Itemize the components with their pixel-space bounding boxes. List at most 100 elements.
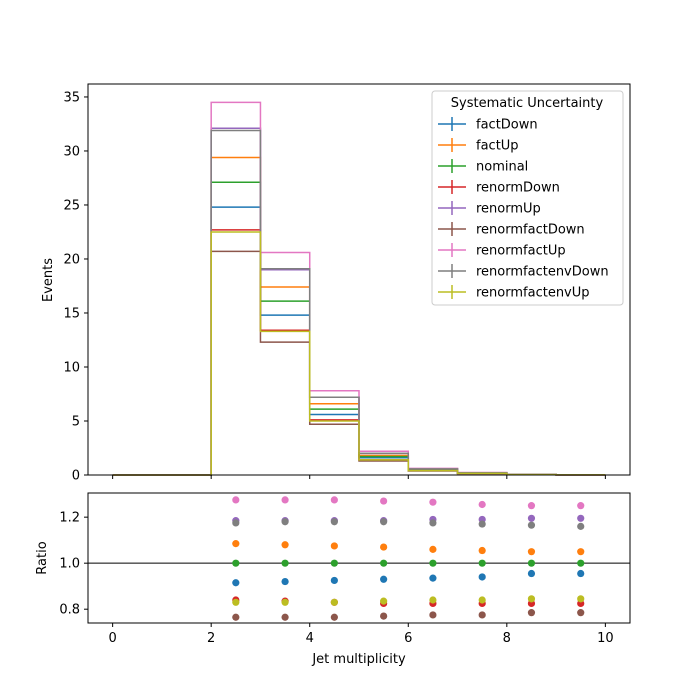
ratio-point-renormfactUp (429, 498, 437, 506)
legend-entry-renormfactenvUp: renormfactenvUp (438, 285, 590, 301)
ratio-point-factUp (429, 545, 437, 553)
ratio-point-renormfactUp (281, 496, 289, 504)
ratio-x-tick-label: 6 (404, 631, 412, 646)
legend-entry-renormfactenvDown: renormfactenvDown (438, 264, 609, 280)
legend-entry-nominal: nominal (438, 159, 528, 175)
ratio-point-factUp (577, 548, 585, 556)
ratio-point-factUp (281, 541, 289, 549)
legend-label: renormUp (476, 202, 541, 217)
ratio-y-ticks: 0.8 1.0 1.2 (59, 511, 88, 618)
ratio-point-renormfactenvUp (527, 595, 536, 603)
ratio-point-nominal (429, 559, 437, 567)
histogram-y-axis-label: Events (41, 258, 56, 302)
ratio-x-tick-label: 2 (207, 631, 215, 646)
ratio-point-renormfactenvDown (577, 522, 585, 530)
ratio-point-factUp (232, 540, 240, 548)
histogram-y-tick-label: 15 (63, 306, 80, 321)
histogram-y-tick-label: 0 (72, 469, 80, 484)
ratio-point-factDown (330, 576, 338, 585)
legend-label: renormfactUp (476, 244, 566, 259)
ratio-point-renormfactenvDown (527, 521, 536, 529)
legend-label: renormfactDown (476, 223, 585, 238)
ratio-y-tick-label: 1.2 (59, 511, 80, 526)
ratio-point-factUp (330, 542, 338, 550)
ratio-point-renormfactDown (577, 609, 585, 617)
ratio-point-renormfactenvDown (330, 518, 338, 526)
ratio-point-nominal (232, 559, 240, 567)
legend-label: renormfactenvUp (476, 286, 590, 301)
ratio-point-renormfactDown (429, 611, 437, 619)
ratio-point-renormfactenvDown (232, 519, 240, 527)
ratio-point-renormfactUp (577, 502, 585, 510)
legend-entry-renormUp: renormUp (438, 201, 541, 217)
ratio-point-factDown (429, 574, 437, 582)
ratio-point-renormUp (577, 514, 585, 522)
ratio-x-tick-label: 8 (503, 631, 511, 646)
ratio-point-renormfactDown (380, 612, 388, 620)
ratio-point-nominal (478, 559, 486, 567)
ratio-point-nominal (380, 559, 388, 567)
histogram-y-tick-label: 5 (72, 414, 80, 429)
ratio-point-factDown (380, 575, 388, 583)
ratio-point-renormfactenvUp (281, 598, 289, 606)
ratio-point-renormfactUp (232, 496, 240, 504)
ratio-panel: 0 2 4 6 8 10 0.8 1.0 1.2 Ratio Jet multiplicity (35, 492, 631, 667)
histogram-y-tick-label: 30 (63, 144, 80, 159)
ratio-point-factUp (527, 548, 536, 556)
ratio-point-nominal (330, 559, 338, 567)
legend-label: nominal (476, 160, 528, 175)
histogram-x-ticks (112, 475, 606, 479)
ratio-y-axis-label: Ratio (35, 541, 50, 574)
ratio-point-renormfactenvUp (330, 598, 338, 606)
ratio-point-factDown (281, 577, 289, 586)
legend-title: Systematic Uncertainty (451, 96, 604, 111)
ratio-point-renormfactUp (330, 496, 338, 504)
ratio-x-tick-label: 4 (306, 631, 314, 646)
legend-label: renormDown (476, 181, 560, 196)
histogram-y-tick-label: 10 (63, 360, 80, 375)
ratio-point-renormfactDown (527, 609, 536, 617)
ratio-point-factDown (232, 579, 240, 587)
legend-entry-factDown: factDown (438, 117, 538, 133)
ratio-point-renormfactenvUp (429, 596, 437, 604)
legend-entry-renormfactUp: renormfactUp (438, 243, 566, 259)
ratio-point-renormfactUp (380, 497, 388, 505)
histogram-y-tick-label: 35 (63, 90, 80, 105)
legend-entry-renormDown: renormDown (438, 180, 560, 196)
legend: Systematic Uncertainty factDown factUp nom… (431, 90, 624, 306)
ratio-point-renormUp (527, 514, 536, 522)
ratio-point-nominal (577, 559, 585, 567)
ratio-point-renormfactenvDown (478, 520, 486, 528)
histogram-y-tick-label: 25 (63, 198, 80, 213)
legend-entry-factUp: factUp (438, 138, 519, 154)
legend-entry-renormfactDown: renormfactDown (438, 222, 585, 238)
ratio-point-renormfactDown (281, 613, 289, 621)
ratio-x-tick-label: 10 (597, 631, 614, 646)
ratio-point-nominal (527, 559, 536, 567)
ratio-point-renormfactUp (527, 502, 536, 510)
legend-label: renormfactenvDown (476, 265, 609, 280)
ratio-point-factDown (478, 573, 486, 581)
ratio-y-tick-label: 1.0 (59, 557, 80, 572)
histogram-axes-frame (87, 83, 631, 476)
ratio-point-factUp (478, 546, 486, 555)
ratio-point-factDown (527, 569, 536, 578)
ratio-point-factDown (577, 569, 585, 578)
legend-label: factDown (476, 118, 538, 133)
ratio-point-renormfactUp (478, 500, 486, 509)
ratio-axes-frame (87, 492, 631, 624)
ratio-point-renormfactenvDown (281, 518, 289, 526)
histogram-steps (112, 101, 606, 476)
legend-entries: factDown factUp nominal renormDown renormUp r… (438, 117, 609, 301)
ratio-point-renormfactenvDown (429, 519, 437, 527)
histogram-panel: 0 5 10 15 20 25 30 35 Events Systematic Uncerta… (41, 83, 631, 484)
histogram-y-ticks: 0 5 10 15 20 25 30 35 (63, 90, 88, 484)
ratio-points (232, 496, 585, 621)
legend-label: factUp (476, 139, 519, 154)
ratio-x-axis-label: Jet multiplicity (311, 652, 406, 667)
legend-box (431, 90, 624, 306)
ratio-point-renormfactenvUp (478, 596, 486, 604)
ratio-point-renormfactDown (478, 611, 486, 619)
ratio-point-renormfactDown (232, 613, 240, 621)
